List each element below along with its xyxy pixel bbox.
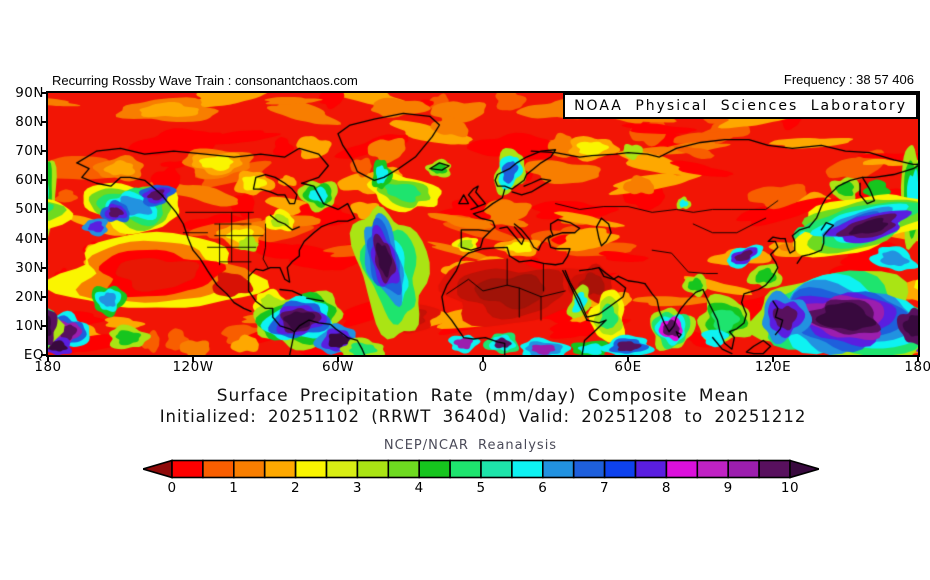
x-axis-tick <box>917 355 919 362</box>
y-axis-tick <box>41 179 48 182</box>
y-axis-label: 60N <box>15 172 44 189</box>
y-axis-label: 90N <box>15 85 44 101</box>
colorbar-tick-label: 2 <box>291 480 301 496</box>
y-axis-label: 80N <box>15 114 44 131</box>
colorbar-tick-label: 5 <box>476 480 486 496</box>
plot-title: Surface Precipitation Rate (mm/day) Comp… <box>216 386 750 406</box>
y-axis-tick <box>41 266 48 269</box>
x-axis-tick <box>192 355 194 362</box>
y-axis-label: 70N <box>15 143 44 160</box>
map-plot-area <box>46 91 920 357</box>
colorbar-segment <box>263 459 297 479</box>
colorbar-tick-label: 10 <box>780 480 800 496</box>
x-axis-label: 60W <box>321 359 355 375</box>
y-axis-tick <box>41 354 48 356</box>
colorbar-segment <box>511 459 544 479</box>
y-axis-label: 10N <box>15 317 44 334</box>
noaa-psl-badge: NOAA Physical Sciences Laboratory <box>563 93 918 119</box>
colorbar-tick-label: 1 <box>229 480 239 496</box>
y-axis-tick <box>41 121 48 124</box>
colorbar-segment <box>325 459 359 479</box>
colorbar-segment <box>387 459 421 479</box>
colorbar-segment <box>541 459 575 479</box>
x-axis-label: 0 <box>478 359 488 375</box>
colorbar-segment <box>665 459 699 479</box>
y-axis-tick <box>41 295 48 298</box>
x-axis-tick <box>47 355 49 362</box>
y-axis-tick <box>41 150 48 153</box>
colorbar-segment <box>603 459 637 479</box>
colorbar-tick-label: 6 <box>538 480 548 496</box>
y-axis-label: 50N <box>15 201 44 218</box>
y-axis-tick <box>41 208 48 211</box>
colorbar-tick-label: 4 <box>414 480 424 496</box>
colorbar-segment <box>233 459 266 479</box>
x-axis-tick <box>627 355 629 362</box>
y-axis-label: 20N <box>15 288 44 305</box>
x-axis-label: 60E <box>614 359 642 375</box>
x-axis-label: 120W <box>172 359 214 375</box>
y-axis-label: EQ <box>23 347 44 363</box>
colorbar-segment <box>634 459 668 479</box>
y-axis-label: 40N <box>15 230 44 247</box>
colorbar-segment <box>356 459 390 479</box>
colorbar-segment <box>727 459 760 479</box>
plot-subtitle: Initialized: 20251102 (RRWT 3640d) Valid… <box>159 407 807 426</box>
colorbar-segment <box>696 459 729 479</box>
x-axis-tick <box>337 355 339 362</box>
colorbar-segment <box>294 459 328 479</box>
colorbar-segment <box>449 459 482 479</box>
x-axis-tick <box>772 355 774 362</box>
colorbar-segment <box>480 459 513 479</box>
data-source-label: NCEP/NCAR Reanalysis <box>383 438 558 453</box>
colorbar-tick-label: 0 <box>167 480 177 496</box>
colorbar-tick-label: 9 <box>723 480 733 496</box>
x-axis-label: 120E <box>754 359 792 375</box>
colorbar-segment <box>572 459 606 479</box>
frequency-label: Frequency : 38 57 406 <box>783 72 914 87</box>
y-axis-tick <box>41 237 48 240</box>
colorbar-segment <box>171 459 204 479</box>
precip-map-canvas <box>48 93 918 355</box>
x-axis-tick <box>482 355 484 362</box>
colorbar-tick-label: 3 <box>352 480 362 496</box>
y-axis-tick <box>41 324 48 327</box>
y-axis-tick <box>41 92 48 94</box>
colorbar <box>143 459 819 479</box>
x-axis-label: 180 <box>904 359 930 375</box>
colorbar-segment <box>418 459 451 479</box>
colorbar-tick-label: 8 <box>661 480 671 496</box>
colorbar-tick-label: 7 <box>600 480 610 496</box>
x-axis-label: 180 <box>34 359 62 375</box>
colorbar-segment <box>202 459 235 479</box>
watermark-title: Recurring Rossby Wave Train : consonantc… <box>52 73 358 88</box>
colorbar-segment <box>758 459 791 479</box>
y-axis-label: 30N <box>15 259 44 276</box>
